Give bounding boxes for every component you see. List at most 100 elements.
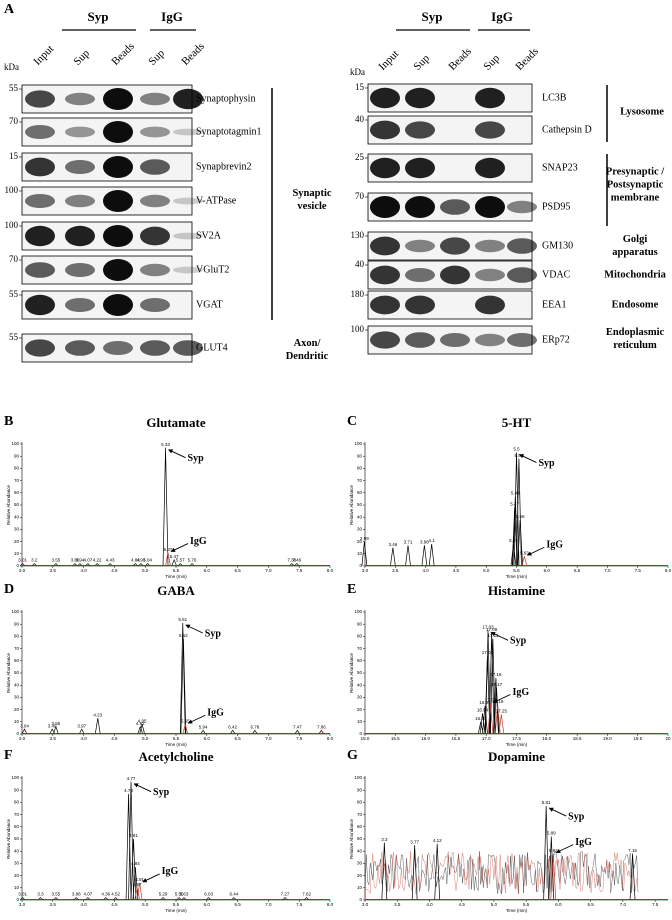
kda-label: kDa [350, 67, 365, 77]
peak-label: 4.1 [429, 538, 436, 543]
peak-label: 5.37 [164, 547, 173, 552]
x-tick-label: 4.5 [453, 568, 460, 573]
category-label: Golgi apparatus [612, 234, 658, 258]
arrow [168, 449, 186, 459]
x-tick-label: 19.5 [633, 736, 642, 741]
y-tick-label: 90 [14, 787, 20, 792]
x-axis-title: Time (min) [165, 908, 187, 913]
y-tick-label: 60 [14, 490, 20, 495]
x-tick-label: 18.5 [573, 736, 582, 741]
x-tick-label: 16.0 [421, 736, 430, 741]
peak [629, 853, 636, 901]
y-tick-label: 50 [357, 836, 363, 841]
x-tick-label: 5.0 [491, 902, 498, 907]
band [103, 190, 133, 212]
peak [405, 545, 411, 567]
chart-title: Histamine [488, 583, 545, 598]
peak-label: 4.07 [84, 892, 93, 897]
lane-label: Sup [71, 47, 92, 68]
series-annotation: IgG [162, 866, 179, 877]
x-axis-title: Time (min) [506, 574, 528, 579]
peak-label: 6.44 [230, 892, 239, 897]
y-axis-title: Relative Abundance [6, 484, 11, 525]
y-tick-label: 90 [357, 453, 363, 458]
band [103, 259, 133, 281]
kda-marker: 100 [5, 185, 19, 195]
series-annotation: IgG [190, 536, 207, 547]
peak-label: 4.91 [135, 877, 144, 882]
peak [94, 718, 101, 735]
peak-label: 5.63 [180, 892, 189, 897]
x-tick-label: 5.5 [173, 568, 180, 573]
band [370, 196, 400, 218]
band [507, 238, 537, 254]
panel-label: B [4, 414, 13, 429]
kda-marker: 40 [355, 114, 365, 124]
peak [493, 687, 500, 735]
peak-label: 17.09 [486, 627, 498, 632]
peak-label: 17.25 [496, 709, 508, 714]
peak [252, 729, 258, 735]
y-tick-label: 50 [14, 670, 20, 675]
peak-label: 4.07 [84, 558, 93, 563]
band [173, 340, 203, 356]
band [475, 268, 505, 282]
x-tick-label: 3.5 [50, 568, 57, 573]
protein-label: GM130 [542, 240, 573, 251]
peak [487, 703, 494, 735]
band [103, 156, 133, 178]
x-tick-label: 15.0 [361, 736, 370, 741]
group-label: Syp [422, 9, 443, 24]
band [370, 265, 400, 285]
peak-label: 3.49 [48, 723, 57, 728]
peak [361, 541, 368, 567]
protein-label: EEA1 [542, 299, 566, 310]
peak-label: 3.3 [381, 837, 388, 842]
peak-label: 4.93 [137, 558, 146, 563]
band [507, 333, 537, 347]
category-label: Endoplasmic reticulum [605, 327, 665, 351]
x-tick-label: 7.0 [265, 736, 272, 741]
y-tick-label: 60 [14, 824, 20, 829]
chart-title: 5-HT [502, 415, 532, 430]
peak-label: 4.12 [433, 838, 442, 843]
peak [493, 677, 499, 735]
band [475, 239, 505, 253]
peak-label: 3.98 [420, 539, 429, 544]
peak [180, 638, 187, 735]
band [140, 92, 170, 106]
x-tick-label: 4.0 [422, 568, 429, 573]
y-axis-title: Relative Abundance [349, 652, 354, 693]
kda-marker: 100 [5, 220, 19, 230]
x-tick-label: 18.0 [542, 736, 551, 741]
series-annotation: Syp [205, 628, 222, 639]
x-tick-label: 7.5 [296, 568, 303, 573]
panel-label: C [347, 414, 357, 429]
band [405, 87, 435, 109]
arrow [133, 783, 152, 793]
x-tick-label: 6.5 [574, 568, 581, 573]
band [173, 197, 203, 205]
x-tick-label: 8.0 [327, 902, 334, 907]
x-tick-label: 7.5 [652, 902, 659, 907]
protein-label: VGAT [196, 299, 223, 310]
y-tick-label: 10 [14, 885, 20, 890]
x-tick-label: 17.0 [482, 736, 491, 741]
peak [498, 714, 505, 735]
x-tick-label: 7.5 [635, 568, 642, 573]
peak-label: 3.71 [404, 539, 413, 544]
peak [494, 704, 501, 735]
y-tick-label: 70 [14, 812, 20, 817]
peak-label: 4.87 [133, 882, 142, 887]
x-tick-label: 8.0 [327, 736, 334, 741]
x-tick-label: 6.0 [544, 568, 551, 573]
x-tick-label: 6.0 [204, 902, 211, 907]
y-tick-label: 10 [14, 719, 20, 724]
series-annotation: IgG [207, 708, 224, 719]
y-tick-label: 0 [359, 897, 362, 902]
peak-label: 17.07 [485, 698, 497, 703]
category-label: Presynaptic / Postsynaptic membrane [605, 166, 665, 204]
band [440, 199, 470, 215]
y-axis-title: Relative Abundance [349, 818, 354, 859]
